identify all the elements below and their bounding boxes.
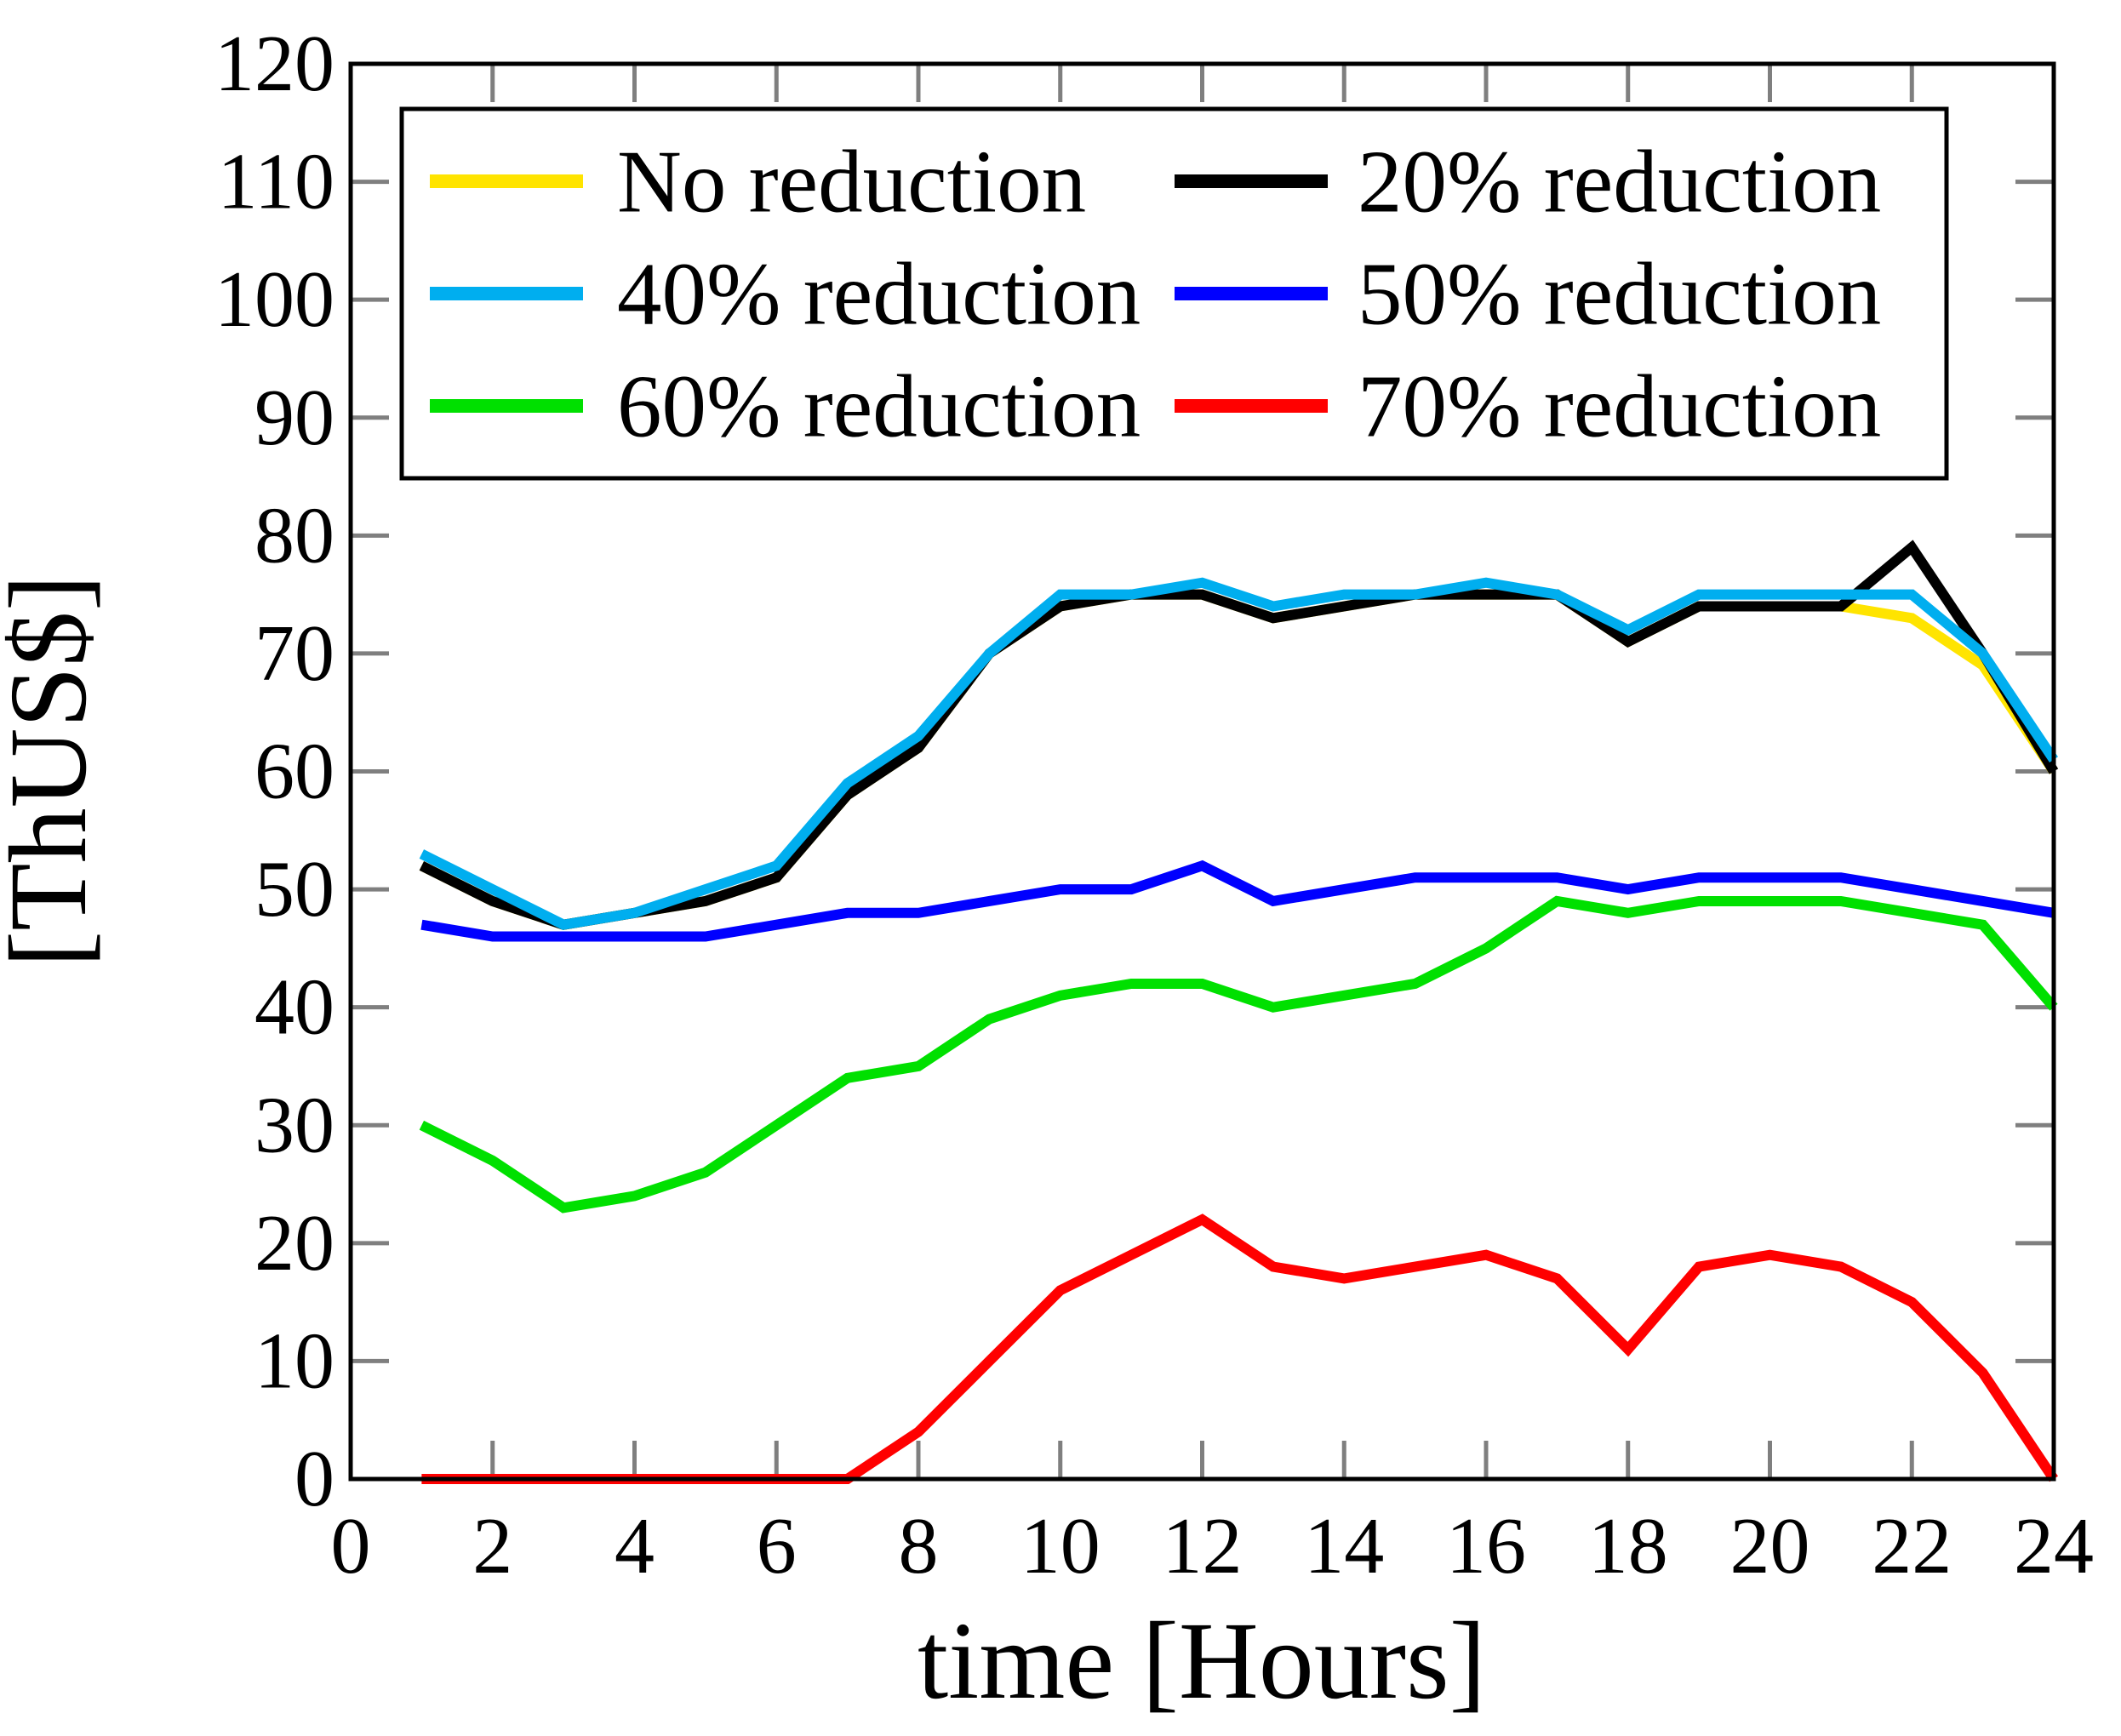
y-tick-label: 70 xyxy=(254,609,334,698)
y-tick-label: 120 xyxy=(214,20,334,108)
x-tick-label: 2 xyxy=(472,1502,512,1590)
x-tick-label: 12 xyxy=(1163,1502,1243,1590)
y-tick-label: 0 xyxy=(294,1435,334,1523)
x-tick-label: 8 xyxy=(899,1502,939,1590)
x-tick-label: 6 xyxy=(757,1502,797,1590)
x-tick-label: 4 xyxy=(615,1502,655,1590)
y-tick-label: 100 xyxy=(214,255,334,344)
series-lines xyxy=(419,540,2059,1484)
legend-label-50-reduction: 50% reduction xyxy=(1358,244,1881,344)
plot-frame xyxy=(348,61,2056,1482)
y-tick-label: 110 xyxy=(217,138,334,226)
x-tick-label: 18 xyxy=(1588,1502,1668,1590)
x-tick-label: 16 xyxy=(1446,1502,1526,1590)
y-tick-label: 40 xyxy=(254,963,334,1052)
axis-ticks xyxy=(351,64,2054,1479)
legend-label-20-reduction: 20% reduction xyxy=(1358,132,1881,231)
y-tick-label: 20 xyxy=(254,1199,334,1288)
x-tick-label: 14 xyxy=(1304,1502,1384,1590)
x-tick-label: 10 xyxy=(1020,1502,1101,1590)
y-tick-label: 90 xyxy=(254,374,334,462)
series-line-70-reduction xyxy=(421,1213,2058,1484)
axis-frame xyxy=(348,61,2056,1482)
y-tick-label: 30 xyxy=(254,1081,334,1169)
legend-label-60-reduction: 60% reduction xyxy=(617,357,1141,456)
x-tick-label: 22 xyxy=(1872,1502,1952,1590)
y-tick-label: 10 xyxy=(254,1316,334,1405)
y-tick-label: 50 xyxy=(254,845,334,934)
series-line-60-reduction xyxy=(419,895,2058,1213)
series-line-50-reduction xyxy=(420,859,2055,942)
x-axis-label: time [Hours] xyxy=(918,1600,1486,1722)
x-tick-label: 24 xyxy=(2014,1502,2094,1590)
y-tick-label: 60 xyxy=(254,728,334,816)
x-tick-label: 20 xyxy=(1730,1502,1810,1590)
legend-box xyxy=(399,106,1949,481)
y-tick-label: 80 xyxy=(254,491,334,580)
series-line-40-reduction xyxy=(419,577,2058,930)
series-line-20-reduction xyxy=(419,540,2059,930)
y-axis-label: [ThUS$] xyxy=(0,574,110,968)
legend: No reduction 20% reduction 40% reduction 50… xyxy=(399,106,1949,481)
legend-label-40-reduction: 40% reduction xyxy=(617,244,1141,344)
legend-label-no-reduction: No reduction xyxy=(617,132,1086,231)
legend-label-70-reduction: 70% reduction xyxy=(1358,357,1881,456)
x-tick-label: 0 xyxy=(331,1502,371,1590)
